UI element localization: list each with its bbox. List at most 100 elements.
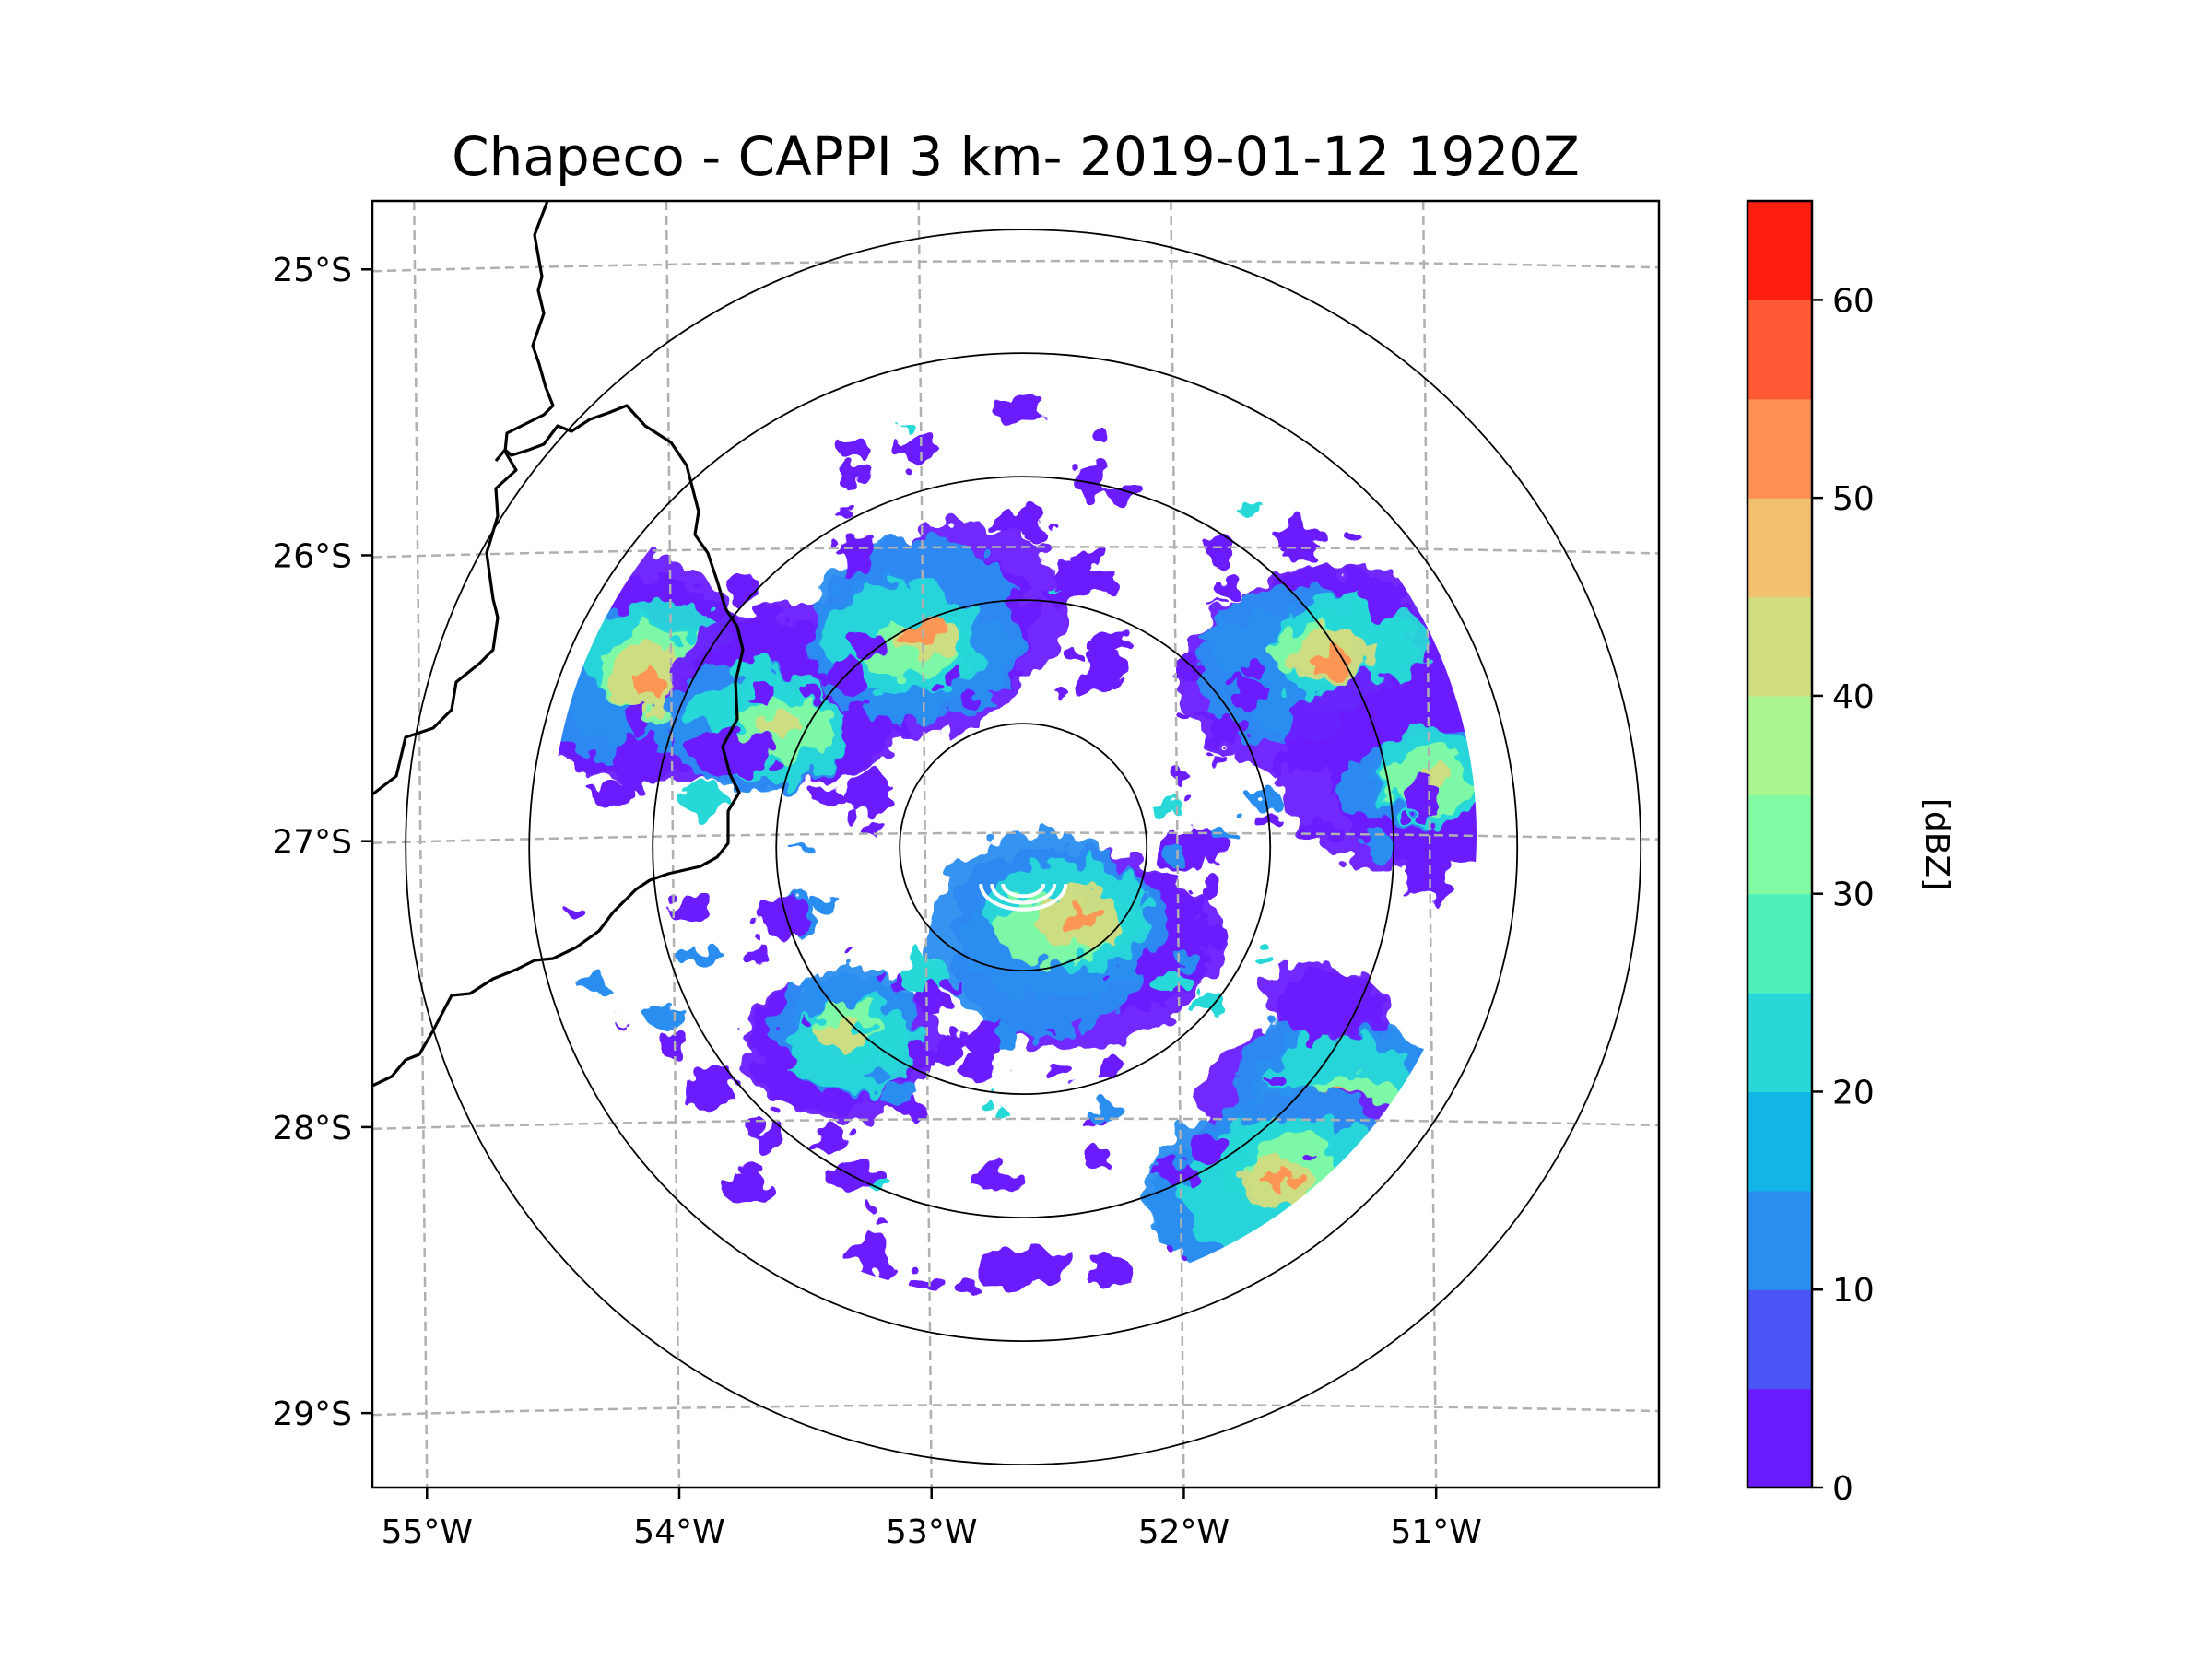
state-border-line	[372, 201, 555, 796]
echo-speck	[619, 709, 650, 735]
echo-patch	[632, 667, 665, 697]
echo-speck	[676, 944, 722, 964]
echo-speck	[752, 1118, 786, 1148]
echo-speck	[897, 438, 937, 465]
echo-speck	[992, 398, 1042, 424]
echo-speck	[727, 730, 776, 775]
echo-speck	[1167, 1242, 1183, 1253]
echo-speck	[901, 418, 913, 428]
range-ring	[899, 723, 1148, 972]
echo-patch	[756, 710, 798, 735]
echo-speck	[1156, 794, 1178, 814]
echo-speck	[645, 1006, 681, 1035]
y-tick-label: 28°S	[272, 1110, 352, 1147]
echo-speck	[845, 717, 890, 757]
colorbar	[1747, 201, 1812, 1488]
gridline-lat	[372, 831, 1659, 844]
x-tick-label: 53°W	[886, 1513, 977, 1551]
echo-speck	[1109, 634, 1135, 645]
chart-title: Chapeco - CAPPI 3 km- 2019-01-12 1920Z	[452, 125, 1580, 188]
echo-speck	[1091, 1254, 1135, 1292]
y-tick-label: 29°S	[272, 1395, 352, 1433]
echo-speck	[987, 1171, 1026, 1194]
echo-speck	[1194, 920, 1230, 946]
echo-speck	[1165, 847, 1184, 867]
x-tick-label: 52°W	[1138, 1513, 1230, 1551]
y-tick-label: 27°S	[272, 824, 352, 862]
echo-speck	[641, 735, 655, 748]
echo-speck	[840, 950, 852, 958]
colorbar-segment	[1747, 1091, 1812, 1192]
echo-speck	[1307, 818, 1340, 844]
clutter-arc	[979, 883, 1068, 912]
echo-speck	[1212, 822, 1236, 838]
x-axis-ticks: 55°W 54°W 53°W 52°W 51°W	[382, 1488, 1482, 1551]
gridline-lon	[917, 201, 933, 1488]
x-tick-label: 54°W	[633, 1513, 724, 1551]
colorbar-segment	[1747, 695, 1812, 795]
echo-speck	[1217, 580, 1240, 603]
echo-speck	[911, 1040, 961, 1064]
gridline-lat	[372, 1403, 1659, 1417]
echo-speck	[811, 892, 838, 914]
echo-speck	[867, 1211, 882, 1220]
colorbar-tick-label: 50	[1832, 480, 1875, 518]
range-ring	[652, 476, 1395, 1219]
country-border-line	[372, 404, 745, 1088]
echo-speck	[1345, 534, 1364, 549]
x-tick-label: 51°W	[1390, 1513, 1481, 1551]
echo-speck	[1229, 678, 1246, 687]
echo-speck	[997, 506, 1046, 535]
echo-speck	[754, 688, 771, 704]
echo-speck	[1027, 530, 1048, 543]
echo-speck	[839, 460, 865, 487]
echo-speck	[801, 1022, 817, 1033]
echo-speck	[738, 1158, 768, 1179]
echo-patch	[1065, 907, 1095, 932]
colorbar-frame	[1746, 199, 1814, 1489]
echo-speck	[865, 1069, 899, 1084]
gridline-lon	[665, 201, 681, 1488]
gridline-lon	[1421, 201, 1438, 1488]
echo-speck	[803, 669, 831, 685]
colorbar-segment	[1747, 993, 1812, 1093]
echo-speck	[572, 901, 589, 918]
echo-speck	[688, 1065, 738, 1113]
gridlines	[372, 201, 1659, 1488]
echo-speck	[794, 847, 813, 855]
colorbar-segment	[1747, 1388, 1812, 1488]
echo-speck	[1063, 645, 1082, 664]
echo-speck	[980, 1246, 1031, 1289]
echo-speck	[1301, 1149, 1314, 1159]
echo-speck	[724, 572, 759, 603]
echo-speck	[868, 687, 887, 695]
echo-speck	[838, 509, 853, 520]
colorbar-label: [dBZ]	[1918, 798, 1956, 890]
y-axis-ticks: 25°S 26°S 27°S 28°S 29°S	[272, 252, 372, 1433]
colorbar-tick-label: 40	[1832, 678, 1875, 716]
echo-speck	[678, 782, 724, 815]
echo-speck	[1082, 649, 1124, 680]
clutter-arc	[990, 883, 1057, 905]
echo-speck	[1053, 689, 1067, 698]
echo-speck	[1259, 813, 1283, 823]
colorbar-segment	[1747, 1190, 1812, 1290]
echo-speck	[1359, 581, 1406, 619]
clutter-arc	[1001, 883, 1046, 899]
echo-speck	[1014, 603, 1041, 625]
colorbar-tick-label: 10	[1832, 1272, 1875, 1310]
colorbar-segment	[1747, 893, 1812, 994]
echo-speck	[916, 1060, 933, 1073]
range-ring	[528, 352, 1519, 1343]
echo-speck	[575, 971, 610, 990]
echo-speck	[991, 1022, 1021, 1049]
echo-speck	[590, 781, 638, 805]
echo-speck	[1397, 780, 1443, 818]
echo-speck	[663, 1037, 684, 1055]
echo-speck	[687, 661, 708, 676]
echo-speck	[1450, 833, 1477, 866]
echo-speck	[806, 690, 823, 704]
x-tick-label: 55°W	[382, 1513, 473, 1551]
echo-speck	[1101, 972, 1113, 982]
echo-speck	[1196, 875, 1223, 900]
